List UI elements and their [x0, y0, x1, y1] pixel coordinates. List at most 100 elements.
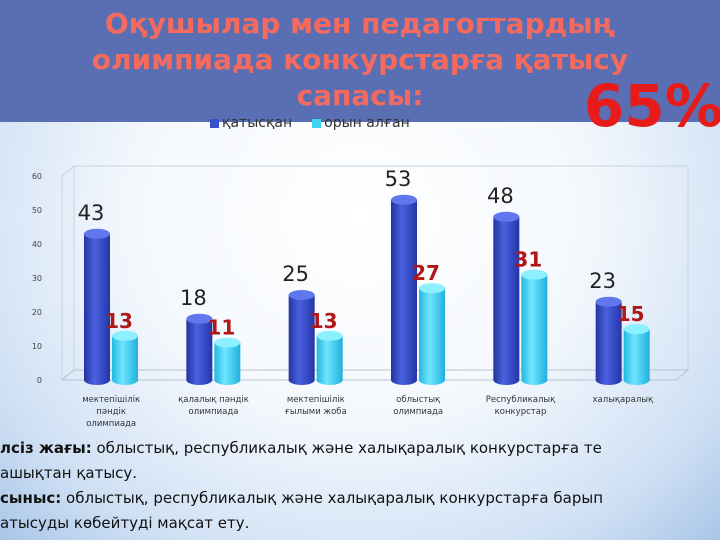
- bar-series1-body: [186, 318, 213, 380]
- footer-text: лсіз жағы: облыстық, республикалық және …: [0, 436, 720, 536]
- bar-series1-body: [84, 233, 110, 380]
- bar-series1-top: [288, 290, 315, 300]
- bar-series2-body: [112, 335, 138, 380]
- bar-series1: [493, 211, 520, 385]
- data-label-series1: 18: [180, 286, 207, 310]
- x-tick-label: халықаралық: [593, 395, 654, 405]
- data-label-series1: 43: [78, 201, 105, 225]
- x-tick-label: олимпиада: [86, 419, 136, 429]
- data-label-series1: 48: [487, 184, 514, 208]
- bar-series2: [214, 337, 241, 385]
- bar-series1: [84, 228, 110, 385]
- legend-label-series1: қатысқан: [222, 115, 293, 131]
- x-tick-label: Республикалық: [486, 395, 555, 405]
- bar-series1-base: [288, 375, 315, 385]
- bar-series2-base: [623, 375, 650, 385]
- bar-series2-base: [112, 375, 138, 385]
- chart-side-wall: [61, 164, 75, 382]
- bar-series1-body: [288, 295, 315, 380]
- bar-series1: [288, 290, 315, 385]
- chart-legend: қатысқан орын алған: [210, 115, 410, 131]
- bar-series1: [595, 296, 622, 385]
- bar-series2-body: [521, 274, 548, 380]
- bar-series2-base: [419, 375, 445, 385]
- bar-series1: [391, 194, 417, 385]
- weakness-text: облыстық, республикалық және халықаралық…: [91, 439, 602, 457]
- title-line-3: сапасы:: [296, 79, 424, 112]
- y-tick-label: 0: [37, 376, 42, 385]
- legend-item-series1: қатысқан: [210, 115, 292, 131]
- legend-swatch-series2: [312, 118, 322, 128]
- chart-frame: [60, 164, 690, 382]
- bar-series1-top: [84, 228, 110, 239]
- bar-series2-base: [316, 375, 343, 385]
- bar-series2: [521, 269, 548, 385]
- legend-item-series2: орын алған: [312, 115, 410, 131]
- x-tick-label: мектепішілік: [287, 395, 345, 405]
- bar-series1-top: [595, 296, 622, 307]
- bar-series2-top: [316, 330, 343, 341]
- page-title: Оқушылар мен педагогтардың олимпиада кон…: [0, 6, 720, 114]
- bar-series1-top: [493, 211, 520, 222]
- x-tick-label: олимпиада: [189, 407, 239, 417]
- bar-series1-base: [391, 375, 417, 385]
- footer-line-2: ашықтан қатысу.: [0, 464, 138, 482]
- bar-series1-body: [595, 301, 622, 380]
- proposal-label: сыныс:: [0, 489, 62, 507]
- bar-series1-base: [186, 375, 213, 385]
- bar-series1-top: [391, 194, 417, 205]
- x-tick-label: облыстық: [396, 395, 440, 405]
- bar-series1-base: [84, 375, 110, 385]
- weakness-label: лсіз жағы:: [0, 439, 92, 457]
- y-axis-ticks: 0 10 20 30 40 50 60: [32, 172, 42, 385]
- data-label-series2: 11: [207, 316, 235, 340]
- data-label-series1: 53: [385, 167, 412, 191]
- footer-line-1: лсіз жағы: облыстық, республикалық және …: [0, 436, 720, 461]
- bar-series1-body: [391, 199, 417, 380]
- x-tick-label: олимпиада: [393, 407, 443, 417]
- y-tick-label: 60: [32, 172, 42, 181]
- bar-series2: [316, 330, 343, 385]
- title-line-1: Оқушылар мен педагогтардың: [104, 7, 616, 40]
- bar-series2-base: [214, 375, 241, 385]
- data-label-series2: 15: [617, 302, 645, 326]
- bar-series2: [623, 324, 650, 385]
- bar-series1-base: [595, 375, 622, 385]
- data-label-series2: 31: [514, 248, 542, 272]
- chart-floor: [60, 369, 690, 381]
- legend-label-series2: орын алған: [324, 115, 410, 131]
- data-label-series2: 13: [310, 309, 338, 333]
- bar-series2: [419, 283, 445, 385]
- y-tick-label: 20: [32, 308, 42, 317]
- data-label-series1: 25: [282, 262, 309, 286]
- data-label-series2: 27: [412, 261, 440, 285]
- bar-series2-body: [214, 342, 241, 380]
- y-tick-label: 30: [32, 274, 42, 283]
- bar-series1: [186, 313, 213, 385]
- bar-series2-top: [521, 269, 548, 280]
- bar-series1-base: [493, 375, 520, 385]
- bar-series2-top: [214, 337, 241, 348]
- title-line-2: олимпиада конкурстарға қатысу: [91, 43, 629, 76]
- y-tick-label: 40: [32, 240, 42, 249]
- footer-line-4: атысуды көбейтуді мақсат ету.: [0, 514, 250, 532]
- bar-series2-top: [623, 324, 650, 334]
- x-tick-label: пәндік: [96, 407, 126, 417]
- bar-series2-top: [112, 330, 138, 341]
- bar-series1-top: [186, 313, 213, 324]
- data-label-series1: 23: [589, 269, 616, 293]
- bar-series2: [112, 330, 138, 385]
- x-axis-labels: мектепішілік пәндік олимпиада қалалық пәнді…: [82, 395, 653, 429]
- bar-series2-top: [419, 283, 445, 294]
- bar-series2-base: [521, 375, 548, 385]
- x-tick-label: ғылыми жоба: [285, 407, 347, 417]
- bar-series2-body: [623, 329, 650, 380]
- footer-line-3: сыныс: облыстық, республикалық және халы…: [0, 486, 720, 511]
- title-banner: [0, 0, 720, 122]
- y-tick-label: 50: [32, 206, 42, 215]
- data-label-series2: 13: [105, 309, 133, 333]
- bar-series2-body: [316, 335, 343, 380]
- x-tick-label: мектепішілік: [82, 395, 140, 405]
